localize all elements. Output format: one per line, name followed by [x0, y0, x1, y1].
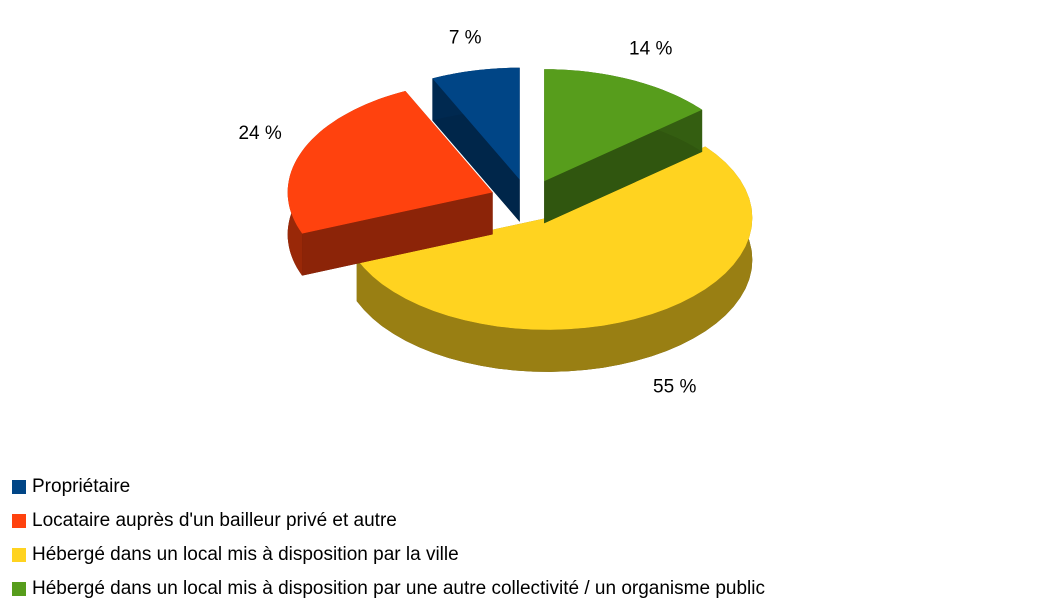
data-label: 7 %	[449, 27, 482, 48]
slice-top	[356, 146, 753, 330]
slice	[287, 91, 493, 276]
data-label: 55 %	[653, 377, 696, 398]
legend-swatch	[12, 582, 26, 596]
legend-label: Hébergé dans un local mis à disposition …	[32, 578, 765, 599]
legend-swatch	[12, 514, 26, 528]
legend-label: Propriétaire	[32, 476, 130, 497]
slice-rim	[356, 146, 753, 372]
slice-top	[544, 69, 703, 182]
data-label: 24 %	[238, 123, 281, 144]
slice	[356, 146, 753, 372]
slice-top	[287, 91, 493, 234]
slice	[432, 67, 520, 222]
legend-swatch	[12, 548, 26, 562]
slice-wall	[302, 192, 493, 276]
data-label: 14 %	[629, 39, 672, 60]
slice-top	[432, 67, 520, 180]
slice-wall	[544, 109, 703, 224]
slice	[544, 69, 703, 224]
legend-swatch	[12, 480, 26, 494]
legend-label: Hébergé dans un local mis à disposition …	[32, 544, 459, 565]
legend-label: Locataire auprès d'un bailleur privé et …	[32, 510, 397, 531]
